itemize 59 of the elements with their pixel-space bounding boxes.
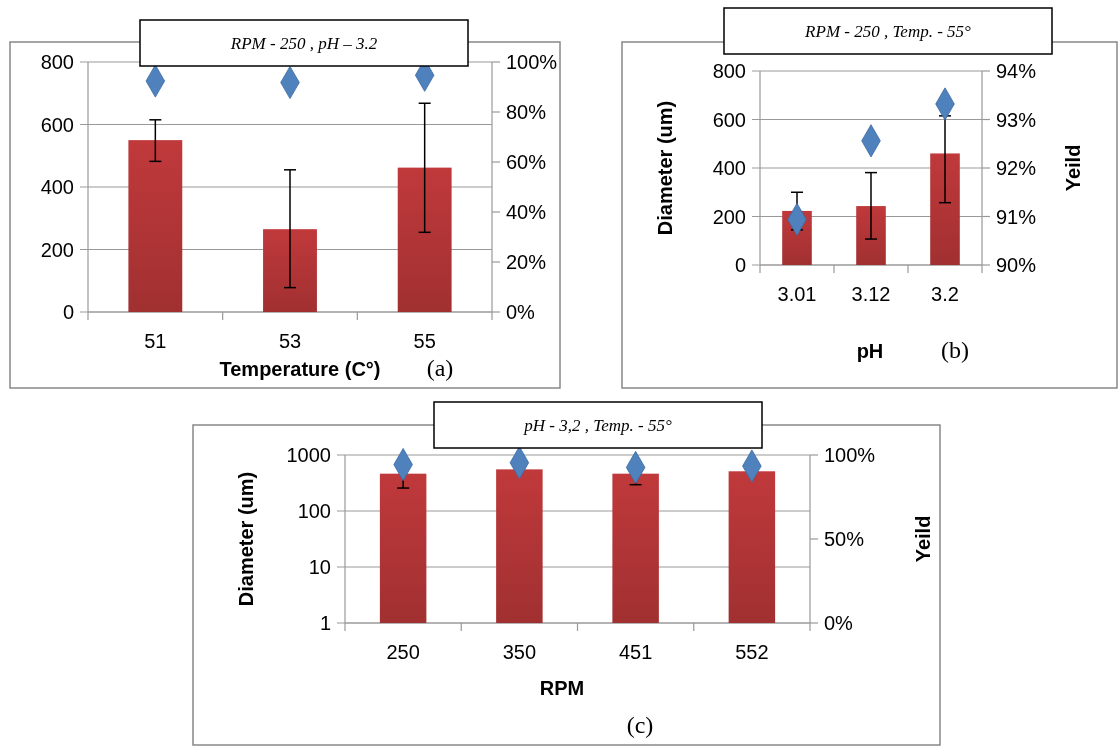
y-tick-label: 100	[297, 500, 331, 522]
y-tick-label: 10	[308, 556, 331, 578]
y2-tick-label: 0%	[824, 612, 854, 634]
y-tick-label: 400	[40, 176, 74, 198]
y-tick-label: 400	[712, 157, 746, 179]
bar	[263, 229, 317, 312]
y2-tick-label: 60%	[506, 151, 547, 173]
y-tick-label: 800	[40, 51, 74, 73]
x-tick-label: 3.2	[931, 283, 959, 305]
x-tick-label: 55	[413, 330, 436, 352]
y-tick-label: 0	[734, 254, 746, 276]
x-axis-title: RPM	[539, 677, 585, 699]
chart-title: RPM - 250 , Temp. - 55°	[804, 21, 972, 41]
text: (a)	[426, 355, 454, 381]
title-box: pH - 3,2 , Temp. - 55°	[433, 401, 763, 449]
chart-title: RPM - 250 , pH – 3.2	[229, 33, 378, 53]
bar	[128, 140, 183, 312]
bar	[397, 167, 452, 312]
y2-tick-label: 40%	[506, 201, 547, 223]
y2-axis-title: Yeild	[912, 515, 934, 563]
x-tick-label: 3.01	[777, 283, 817, 305]
chart-title: pH - 3,2 , Temp. - 55°	[523, 415, 672, 435]
y2-tick-label: 94%	[996, 60, 1037, 82]
y2-axis-title: Yeild	[1062, 144, 1084, 192]
y2-tick-label: 80%	[506, 101, 547, 123]
y-tick-label: 1000	[286, 444, 331, 466]
x-tick-label: 250	[386, 641, 420, 663]
x-tick-label: 51	[144, 330, 167, 352]
y2-tick-label: 50%	[824, 528, 865, 550]
x-axis-title: pH	[856, 340, 884, 362]
y2-tick-label: 91%	[996, 205, 1037, 228]
y2-tick-label: 100%	[824, 444, 876, 466]
y-axis-title: Diameter (um)	[654, 100, 676, 236]
y-tick-label: 0	[62, 301, 74, 323]
text: (c)	[626, 712, 654, 738]
x-axis-title: Temperature (C°)	[219, 358, 381, 380]
y2-tick-label: 100%	[506, 51, 558, 73]
y-tick-label: 1	[319, 612, 331, 634]
y-tick-label: 800	[712, 60, 746, 82]
y-tick-label: 600	[40, 113, 74, 136]
x-tick-label: 552	[735, 641, 769, 663]
y-axis-title: Diameter (um)	[235, 471, 257, 607]
x-tick-label: 53	[278, 330, 302, 352]
y-tick-label: 600	[712, 108, 746, 131]
title-box: RPM - 250 , pH – 3.2	[139, 19, 469, 67]
y-tick-label: 200	[712, 205, 746, 228]
y2-tick-label: 90%	[996, 254, 1037, 276]
y2-tick-label: 20%	[506, 251, 547, 273]
y2-tick-label: 93%	[996, 108, 1037, 131]
x-tick-label: 350	[502, 641, 537, 663]
y2-tick-label: 92%	[996, 157, 1037, 179]
x-tick-label: 3.12	[851, 283, 891, 305]
text: (b)	[941, 337, 969, 363]
x-tick-label: 451	[618, 641, 653, 663]
y2-tick-label: 0%	[506, 301, 536, 323]
title-box: RPM - 250 , Temp. - 55°	[723, 7, 1053, 55]
y-tick-label: 200	[40, 238, 74, 261]
bar	[930, 153, 960, 265]
bar	[856, 206, 886, 265]
